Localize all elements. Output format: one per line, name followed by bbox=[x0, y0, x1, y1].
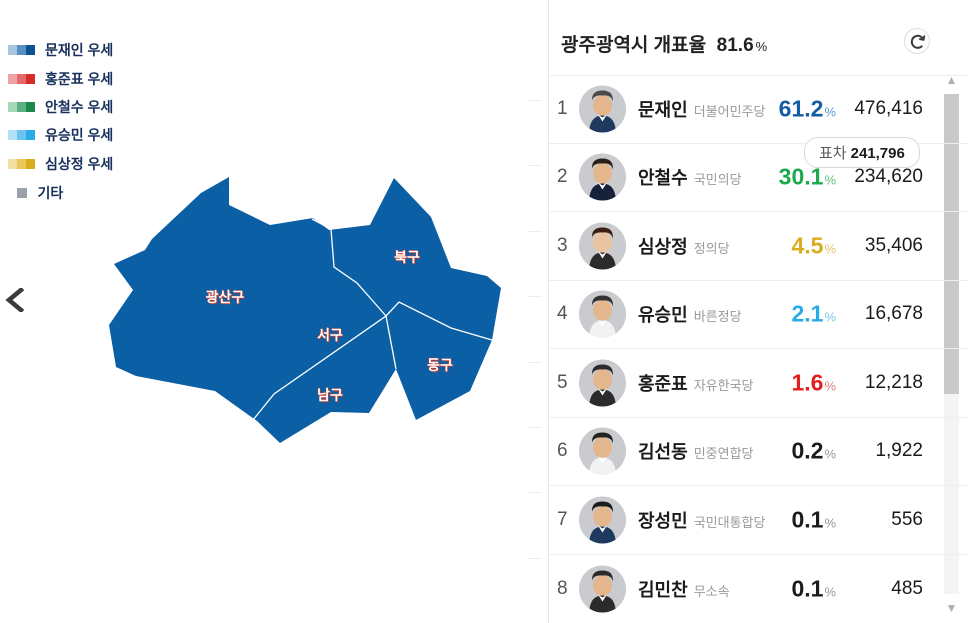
svg-text:서구: 서구 bbox=[317, 327, 343, 343]
svg-text:동구: 동구 bbox=[427, 357, 453, 373]
svg-text:남구: 남구 bbox=[317, 387, 343, 403]
svg-text:광산구: 광산구 bbox=[206, 289, 245, 305]
svg-text:북구: 북구 bbox=[394, 249, 420, 265]
